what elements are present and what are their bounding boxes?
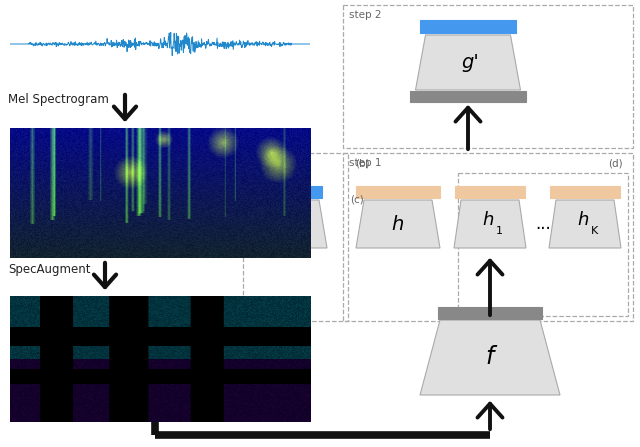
Text: g': g' (461, 52, 479, 72)
Text: step 2: step 2 (349, 10, 381, 20)
Text: ...: ... (535, 215, 551, 233)
Text: (d): (d) (608, 158, 623, 168)
Text: h: h (392, 215, 404, 233)
Text: (b): (b) (355, 158, 370, 168)
Bar (343, 153, 633, 321)
Bar (550, 186, 620, 198)
Bar (243, 153, 348, 321)
Bar (343, 5, 633, 148)
Text: h: h (577, 211, 589, 229)
Polygon shape (356, 200, 440, 248)
Bar (410, 91, 526, 102)
Text: (a): (a) (250, 158, 264, 168)
Text: g: g (279, 215, 291, 233)
Polygon shape (420, 320, 560, 395)
Bar (356, 186, 440, 198)
Polygon shape (454, 200, 526, 248)
Bar (458, 173, 628, 316)
Text: Mel Spectrogram: Mel Spectrogram (8, 93, 109, 106)
Polygon shape (243, 200, 327, 248)
Text: h: h (483, 211, 493, 229)
Bar (455, 186, 525, 198)
Text: 1: 1 (495, 226, 502, 236)
Bar (420, 20, 516, 33)
Text: (c): (c) (350, 195, 364, 205)
Polygon shape (549, 200, 621, 248)
Text: f: f (486, 345, 494, 369)
Bar (248, 186, 322, 198)
Bar (438, 307, 542, 319)
Text: K: K (591, 226, 598, 236)
Polygon shape (415, 35, 520, 90)
Text: SpecAugment: SpecAugment (8, 263, 90, 276)
Text: step 1: step 1 (349, 158, 381, 168)
